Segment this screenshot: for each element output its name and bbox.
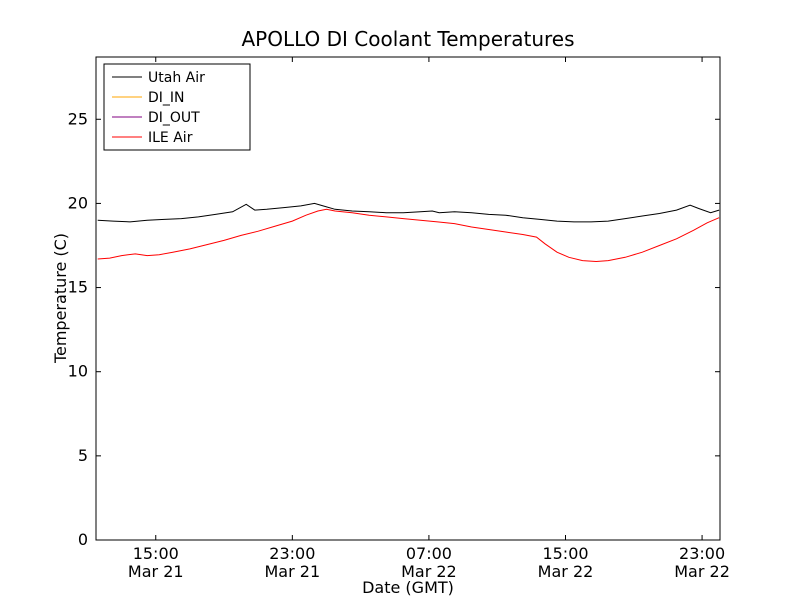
x-tick-time-label: 23:00 xyxy=(679,544,725,563)
legend-label: Utah Air xyxy=(148,70,205,86)
y-tick-label: 15 xyxy=(68,278,88,297)
x-tick-time-label: 15:00 xyxy=(542,544,588,563)
x-tick-time-label: 15:00 xyxy=(133,544,179,563)
y-axis-label: Temperature (C) xyxy=(51,233,70,364)
y-tick-label: 10 xyxy=(68,362,88,381)
legend-label: ILE Air xyxy=(148,130,193,146)
x-tick-time-label: 23:00 xyxy=(269,544,315,563)
legend-label: DI_IN xyxy=(148,90,185,106)
x-tick-date-label: Mar 21 xyxy=(128,562,184,581)
y-tick-label: 5 xyxy=(78,446,88,465)
x-tick-date-label: Mar 22 xyxy=(674,562,730,581)
x-tick-date-label: Mar 22 xyxy=(401,562,457,581)
x-tick-date-label: Mar 22 xyxy=(538,562,594,581)
y-tick-label: 0 xyxy=(78,530,88,549)
series-line-ile-air xyxy=(97,208,720,263)
x-axis-label: Date (GMT) xyxy=(362,578,454,597)
y-tick-label: 20 xyxy=(68,193,88,212)
legend-box xyxy=(103,63,251,151)
plot-frame xyxy=(95,56,721,541)
chart-title: APOLLO DI Coolant Temperatures xyxy=(241,27,574,51)
x-tick-time-label: 07:00 xyxy=(406,544,452,563)
series-line-utah-air xyxy=(97,202,720,223)
legend-label: DI_OUT xyxy=(148,110,200,126)
x-tick-date-label: Mar 21 xyxy=(265,562,321,581)
y-tick-label: 25 xyxy=(68,109,88,128)
